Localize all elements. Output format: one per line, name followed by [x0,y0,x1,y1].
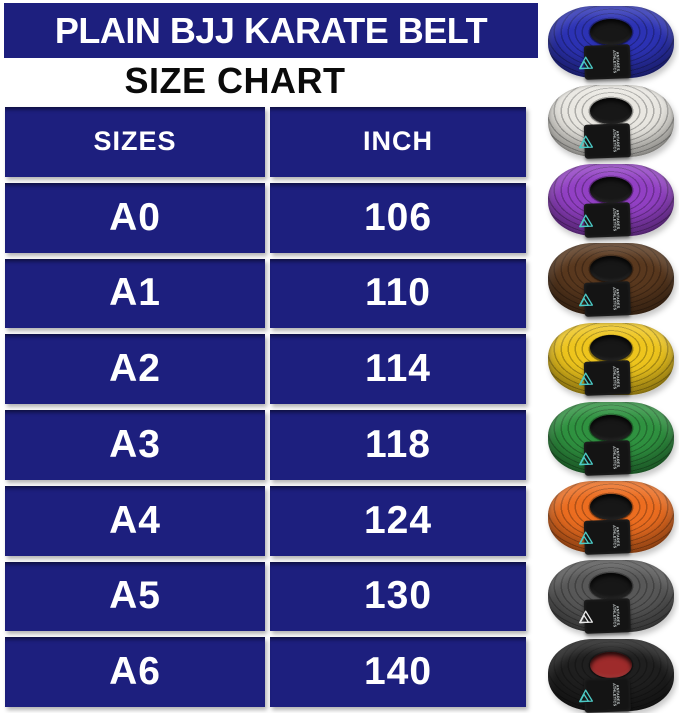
belt-brand-tag: ANTARES ATHLETICS [578,202,631,238]
table-cell-inch: 118 [270,410,526,480]
belt-brand-tag: ANTARES ATHLETICS [578,44,631,80]
triangle-logo-icon [578,214,593,228]
belt-roll-blue: ANTARES ATHLETICS [547,6,675,80]
belt-roll-black: ANTARES ATHLETICS [547,639,675,713]
belt-center-hole [590,493,632,520]
belt-tag-text: ANTARES ATHLETICS [611,49,620,74]
belt-brand-tag: ANTARES ATHLETICS [578,597,631,634]
table-cell-size: A1 [5,258,265,329]
triangle-logo-icon [578,610,593,623]
belt-center-hole [590,335,632,362]
table-cell-inch: 124 [270,485,526,556]
table-cell-inch: 110 [270,258,526,329]
belt-tag-text: ANTARES ATHLETICS [611,129,620,153]
product-title: PLAIN BJJ KARATE BELT [54,9,488,51]
table-header-inch: INCH [270,107,526,177]
belt-brand-tag: ANTARES ATHLETICS [578,518,631,555]
triangle-logo-icon [578,689,593,703]
table-cell-inch: 140 [270,637,526,707]
belt-roll-brown: ANTARES ATHLETICS [547,243,675,318]
belt-tag-text: ANTARES ATHLETICS [611,682,620,707]
belt-center-hole [590,98,632,125]
table-cell-size: A5 [5,561,265,632]
belt-roll-orange: ANTARES ATHLETICS [547,480,675,555]
belt-center-hole [590,651,632,678]
triangle-logo-icon [578,531,593,544]
size-chart-heading: SIZE CHART [124,60,346,101]
belt-center-hole [590,18,632,45]
size-chart-table: SIZES INCH A0 106 A1 110 A2 114 A3 118 A… [5,107,526,707]
table-cell-size: A6 [5,637,265,707]
belt-center-hole [590,256,632,283]
triangle-logo-icon [578,452,593,465]
table-header-sizes: SIZES [5,107,265,177]
triangle-logo-icon [578,56,593,70]
belt-brand-tag: ANTARES ATHLETICS [578,281,631,318]
belt-brand-tag: ANTARES ATHLETICS [578,123,631,159]
table-cell-inch: 106 [270,182,526,253]
belt-brand-tag: ANTARES ATHLETICS [578,677,631,713]
belt-tag-text: ANTARES ATHLETICS [611,208,620,232]
belt-center-hole [590,177,632,204]
table-cell-size: A4 [5,485,265,556]
table-cell-size: A3 [5,410,265,480]
product-title-banner: PLAIN BJJ KARATE BELT [4,3,538,58]
triangle-logo-icon [578,135,593,149]
belt-roll-purple: ANTARES ATHLETICS [547,164,675,238]
belt-roll-yellow: ANTARES ATHLETICS [547,322,675,397]
table-cell-size: A0 [5,182,265,253]
belt-tag-text: ANTARES ATHLETICS [611,287,620,311]
belt-color-column: ANTARES ATHLETICS ANTARES ATHLETICS [547,6,679,713]
belt-roll-gray: ANTARES ATHLETICS [547,559,675,634]
table-cell-size: A2 [5,334,265,404]
triangle-logo-icon [578,372,593,386]
belt-tag-text: ANTARES ATHLETICS [611,524,620,549]
belt-brand-tag: ANTARES ATHLETICS [578,360,631,397]
belt-roll-white: ANTARES ATHLETICS [547,85,675,159]
belt-center-hole [590,572,632,599]
belt-brand-tag: ANTARES ATHLETICS [578,439,631,476]
belt-tag-text: ANTARES ATHLETICS [611,445,620,469]
belt-roll-green: ANTARES ATHLETICS [547,401,675,476]
belt-tag-text: ANTARES ATHLETICS [611,366,620,390]
table-cell-inch: 130 [270,561,526,632]
triangle-logo-icon [578,293,593,307]
belt-tag-text: ANTARES ATHLETICS [611,603,620,628]
belt-center-hole [590,414,632,441]
table-cell-inch: 114 [270,334,526,404]
